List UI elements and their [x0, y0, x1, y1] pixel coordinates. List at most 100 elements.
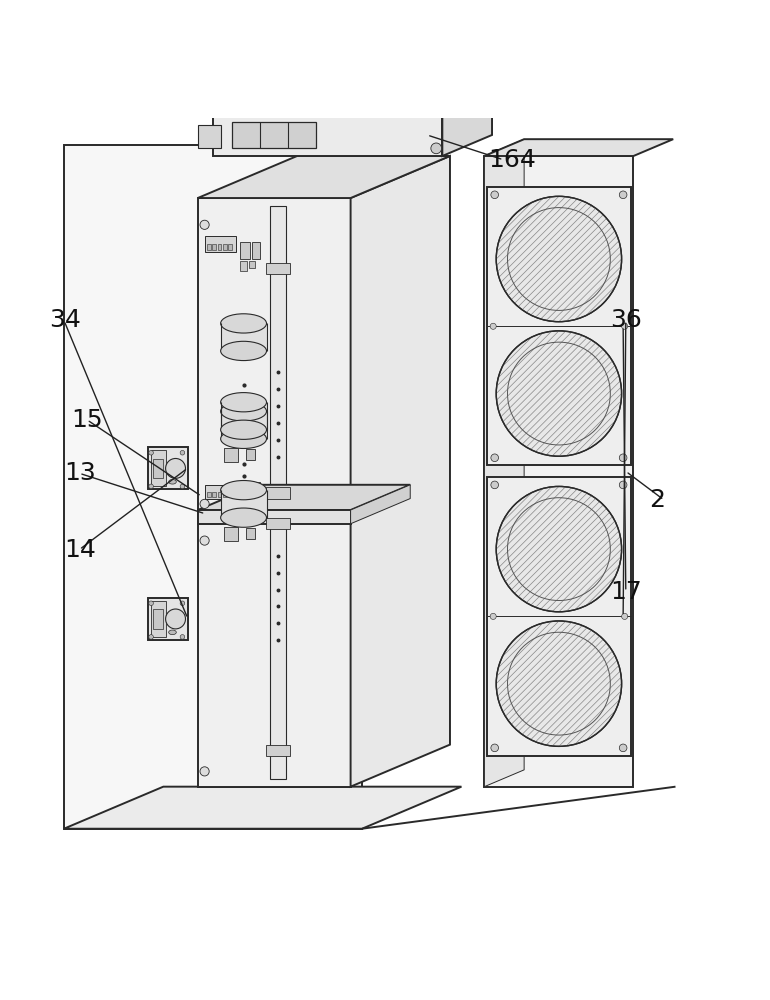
Bar [225, 448, 238, 462]
Bar [266, 487, 290, 499]
Circle shape [200, 220, 209, 229]
Bar [148, 447, 188, 489]
Circle shape [149, 601, 153, 606]
Text: 2: 2 [649, 488, 665, 512]
Bar [207, 244, 211, 250]
Ellipse shape [169, 479, 176, 484]
Bar [487, 187, 631, 465]
Bar [228, 244, 232, 250]
Polygon shape [484, 139, 524, 787]
Circle shape [180, 601, 185, 606]
Bar [153, 459, 163, 478]
Bar [246, 528, 255, 539]
Bar [221, 411, 266, 439]
Polygon shape [232, 122, 316, 148]
Circle shape [491, 481, 498, 489]
Circle shape [491, 191, 498, 199]
Bar [252, 482, 259, 498]
Circle shape [491, 744, 498, 752]
Ellipse shape [221, 429, 266, 448]
Bar [270, 206, 286, 779]
Text: 36: 36 [611, 308, 642, 332]
Bar [249, 261, 255, 268]
Ellipse shape [221, 314, 266, 333]
Text: 34: 34 [49, 308, 81, 332]
Bar [246, 449, 255, 460]
Bar [228, 492, 232, 497]
Bar [221, 490, 266, 518]
Circle shape [200, 499, 209, 508]
Bar [221, 323, 266, 351]
Circle shape [180, 635, 185, 639]
Polygon shape [484, 156, 634, 787]
Bar [266, 745, 290, 756]
Polygon shape [213, 114, 442, 156]
Circle shape [490, 613, 496, 619]
Bar [206, 485, 236, 499]
Circle shape [200, 767, 209, 776]
Polygon shape [198, 485, 410, 510]
Circle shape [200, 536, 209, 545]
Bar [223, 492, 226, 497]
Polygon shape [64, 145, 362, 829]
Circle shape [149, 450, 153, 455]
Bar [153, 609, 163, 629]
Bar [223, 244, 226, 250]
Circle shape [496, 621, 621, 746]
Circle shape [619, 481, 627, 489]
Bar [207, 492, 211, 497]
Bar [239, 500, 247, 508]
Circle shape [180, 484, 185, 489]
Ellipse shape [221, 508, 266, 527]
Text: 14: 14 [64, 538, 95, 562]
Ellipse shape [221, 393, 266, 412]
Polygon shape [350, 485, 410, 524]
Bar [213, 244, 216, 250]
Circle shape [166, 609, 186, 629]
Polygon shape [213, 93, 492, 114]
Circle shape [496, 331, 621, 456]
Bar [239, 242, 249, 259]
Bar [148, 598, 188, 640]
Text: 15: 15 [72, 408, 103, 432]
Circle shape [149, 635, 153, 639]
Polygon shape [442, 93, 492, 156]
Bar [239, 482, 249, 498]
Bar [151, 601, 166, 637]
Circle shape [619, 191, 627, 199]
Circle shape [431, 143, 441, 154]
Circle shape [621, 323, 628, 329]
Ellipse shape [169, 630, 176, 635]
Ellipse shape [221, 402, 266, 421]
Bar [151, 450, 166, 486]
Bar [213, 492, 216, 497]
Bar [239, 261, 247, 271]
Bar [266, 263, 290, 274]
Bar [206, 236, 236, 252]
Circle shape [619, 454, 627, 462]
Polygon shape [484, 139, 673, 156]
Circle shape [496, 196, 621, 322]
Bar [218, 492, 222, 497]
Bar [221, 402, 266, 430]
Polygon shape [350, 156, 450, 787]
Text: 13: 13 [64, 461, 95, 485]
Circle shape [166, 458, 186, 478]
Circle shape [621, 613, 628, 619]
Polygon shape [198, 125, 221, 148]
Bar [487, 477, 631, 756]
Bar [266, 518, 290, 529]
Circle shape [619, 744, 627, 752]
Polygon shape [198, 198, 350, 787]
Text: 164: 164 [488, 148, 536, 172]
Circle shape [491, 454, 498, 462]
Circle shape [180, 450, 185, 455]
Text: 17: 17 [611, 580, 642, 604]
Circle shape [149, 484, 153, 489]
Polygon shape [198, 156, 450, 198]
Circle shape [490, 323, 496, 329]
Bar [225, 527, 238, 541]
Bar [252, 242, 259, 259]
Circle shape [496, 486, 621, 612]
Polygon shape [64, 787, 461, 829]
